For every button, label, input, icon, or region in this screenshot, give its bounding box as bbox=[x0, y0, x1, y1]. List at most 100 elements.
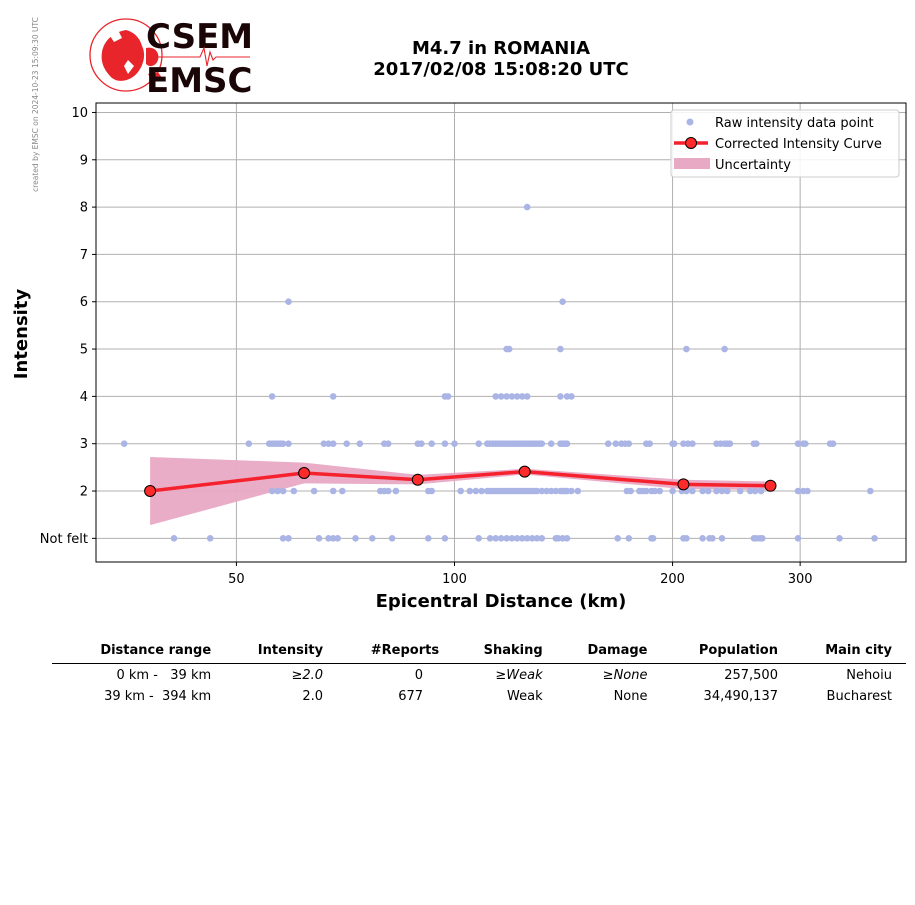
raw-data-point bbox=[649, 535, 657, 542]
corrected-curve-line bbox=[149, 469, 771, 493]
y-tick-label: 6 bbox=[80, 295, 88, 310]
y-tick-label: 7 bbox=[80, 248, 88, 263]
raw-data-point bbox=[625, 535, 633, 542]
raw-data-point bbox=[563, 535, 571, 542]
raw-data-point bbox=[557, 345, 564, 353]
cell-range: 0 km - 39 km bbox=[116, 668, 212, 683]
table-header-row: Distance range Intensity #Reports Shakin… bbox=[52, 640, 906, 664]
cell-damage: None bbox=[613, 689, 648, 704]
raw-data-point bbox=[343, 440, 351, 448]
plot-frame bbox=[95, 102, 907, 563]
raw-data-point bbox=[794, 440, 802, 448]
raw-data-point bbox=[279, 535, 287, 542]
raw-data-point bbox=[670, 440, 678, 448]
raw-data-point bbox=[325, 535, 332, 542]
logo-graphic: CSEM EMSC bbox=[89, 17, 253, 101]
cell-reports: 0 bbox=[414, 668, 424, 683]
logo-csem-text: CSEM bbox=[146, 17, 253, 57]
curve-marker bbox=[518, 465, 531, 478]
raw-data-point bbox=[614, 535, 621, 542]
raw-data-point bbox=[285, 535, 292, 542]
cell-intensity: ≥2.0 bbox=[291, 668, 324, 683]
cell-shaking: ≥Weak bbox=[495, 668, 543, 683]
legend-box bbox=[670, 109, 900, 178]
raw-data-point bbox=[543, 487, 550, 495]
raw-data-point bbox=[310, 487, 318, 495]
raw-data-point bbox=[503, 535, 510, 542]
raw-data-point bbox=[574, 487, 582, 495]
raw-data-point bbox=[746, 487, 754, 495]
raw-data-point bbox=[268, 487, 276, 495]
raw-data-point bbox=[320, 440, 328, 448]
raw-data-point bbox=[726, 440, 734, 448]
raw-data-point bbox=[245, 440, 253, 448]
x-axis-label: Epicentral Distance (km) bbox=[376, 591, 627, 612]
raw-data-point bbox=[451, 440, 458, 448]
raw-data-point bbox=[836, 535, 843, 542]
raw-data-point bbox=[518, 535, 526, 542]
raw-data-point bbox=[513, 393, 521, 400]
raw-data-point bbox=[329, 393, 337, 400]
corrected-curve-layer bbox=[144, 465, 777, 497]
raw-data-point bbox=[475, 535, 483, 542]
raw-data-point bbox=[871, 535, 878, 542]
raw-data-point bbox=[753, 440, 760, 448]
cell-intensity: 2.0 bbox=[302, 689, 324, 704]
cell-population: 34,490,137 bbox=[703, 689, 778, 704]
raw-data-point bbox=[718, 535, 726, 542]
cell-city: Nehoiu bbox=[846, 668, 892, 683]
raw-data-point bbox=[699, 535, 706, 542]
raw-data-point bbox=[751, 487, 759, 495]
legend-raw-marker bbox=[686, 118, 694, 126]
raw-data-point bbox=[829, 440, 837, 448]
raw-data-point bbox=[533, 535, 541, 542]
raw-data-point bbox=[325, 440, 332, 448]
raw-data-point bbox=[804, 487, 811, 495]
legend-uncertainty-label: Uncertainty bbox=[715, 158, 791, 173]
raw-data-point bbox=[559, 298, 566, 306]
raw-data-point bbox=[683, 535, 690, 542]
y-tick-label: Not felt bbox=[40, 532, 88, 547]
raw-data-point bbox=[472, 487, 480, 495]
raw-data-point bbox=[669, 487, 676, 495]
cell-city: Bucharest bbox=[826, 689, 892, 704]
raw-data-point bbox=[523, 535, 531, 542]
cell-range: 39 km - 394 km bbox=[104, 689, 212, 704]
col-main-city: Main city bbox=[791, 640, 906, 664]
y-tick-label: 2 bbox=[80, 485, 88, 500]
raw-data-point bbox=[757, 487, 765, 495]
legend-curve-marker bbox=[685, 137, 697, 149]
col-damage: Damage bbox=[556, 640, 662, 664]
raw-data-point bbox=[285, 298, 292, 306]
raw-data-point bbox=[563, 440, 571, 448]
raw-data-point bbox=[274, 487, 281, 495]
raw-data-point bbox=[643, 487, 650, 495]
event-title: M4.7 in ROMANIA bbox=[411, 38, 590, 59]
raw-data-point bbox=[538, 487, 546, 495]
raw-data-point bbox=[759, 535, 766, 542]
y-tick-label: 8 bbox=[80, 201, 88, 216]
raw-data-point bbox=[523, 393, 531, 400]
raw-data-point bbox=[683, 345, 690, 353]
raw-data-point bbox=[466, 487, 474, 495]
raw-data-point bbox=[428, 487, 436, 495]
raw-data-point bbox=[794, 535, 802, 542]
legend-curve-label: Corrected Intensity Curve bbox=[715, 137, 882, 152]
raw-data-point bbox=[369, 535, 376, 542]
raw-data-point bbox=[384, 487, 392, 495]
raw-data-point bbox=[709, 535, 716, 542]
raw-data-point bbox=[492, 535, 500, 542]
raw-data-point bbox=[505, 345, 513, 353]
legend-raw-label: Raw intensity data point bbox=[715, 116, 874, 131]
raw-data-point bbox=[612, 440, 620, 448]
x-tick-label: 300 bbox=[788, 572, 813, 587]
raw-data-point bbox=[646, 440, 653, 448]
cell-damage: ≥None bbox=[602, 668, 648, 683]
raw-data-point bbox=[290, 487, 298, 495]
curve-marker bbox=[411, 473, 424, 486]
raw-data-point bbox=[315, 535, 323, 542]
raw-data-point bbox=[170, 535, 178, 542]
intensity-table: Distance range Intensity #Reports Shakin… bbox=[52, 640, 906, 706]
raw-data-point bbox=[334, 535, 342, 542]
chart-legend: Raw intensity data point Corrected Inten… bbox=[670, 109, 900, 178]
